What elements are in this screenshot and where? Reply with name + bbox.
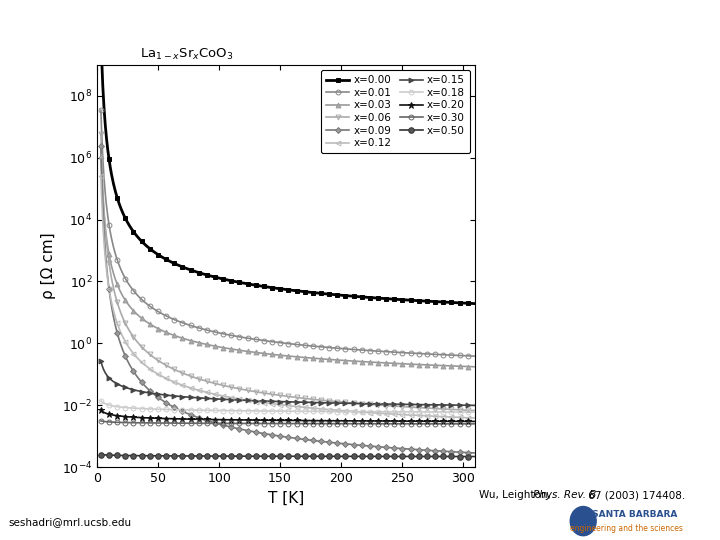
Legend: x=0.00, x=0.01, x=0.03, x=0.06, x=0.09, x=0.12, x=0.15, x=0.18, x=0.20, x=0.30, : x=0.00, x=0.01, x=0.03, x=0.06, x=0.09, … <box>321 70 470 153</box>
Y-axis label: ρ [Ω cm]: ρ [Ω cm] <box>42 233 56 299</box>
Text: La$_{1-x}$Sr$_x$CoO$_3$: La$_{1-x}$Sr$_x$CoO$_3$ <box>140 46 234 62</box>
Text: 67 (2003) 174408.: 67 (2003) 174408. <box>585 490 685 501</box>
Text: seshadri@mrl.ucsb.edu: seshadri@mrl.ucsb.edu <box>9 517 132 528</box>
X-axis label: T [K]: T [K] <box>268 490 305 505</box>
Text: engineering and the sciences: engineering and the sciences <box>570 524 683 533</box>
Text: Phys. Rev. B: Phys. Rev. B <box>533 490 596 501</box>
Text: Wu, Leighton,: Wu, Leighton, <box>479 490 554 501</box>
Text: Percolation ?: Percolation ? <box>9 14 131 31</box>
Circle shape <box>570 507 596 536</box>
Text: UC SANTA BARBARA: UC SANTA BARBARA <box>575 510 678 519</box>
